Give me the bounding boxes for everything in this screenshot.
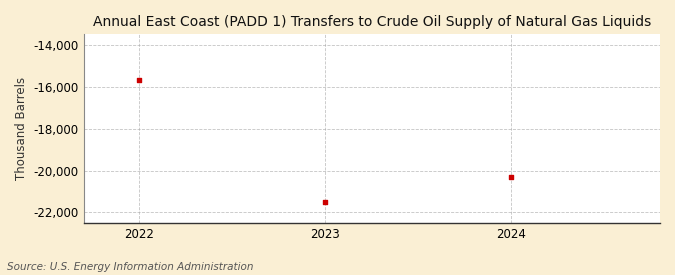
Point [134,78,145,82]
Point [506,175,516,179]
Point [320,200,331,204]
Title: Annual East Coast (PADD 1) Transfers to Crude Oil Supply of Natural Gas Liquids: Annual East Coast (PADD 1) Transfers to … [92,15,651,29]
Text: Source: U.S. Energy Information Administration: Source: U.S. Energy Information Administ… [7,262,253,272]
Y-axis label: Thousand Barrels: Thousand Barrels [15,77,28,180]
